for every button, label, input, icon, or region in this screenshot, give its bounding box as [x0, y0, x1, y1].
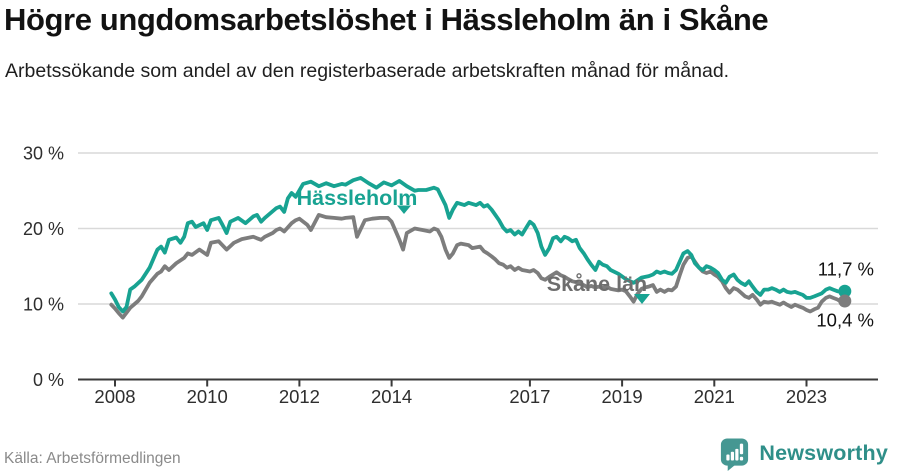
series-label-hassleholm: Hässleholm	[297, 186, 418, 210]
newsworthy-logo: Newsworthy	[718, 436, 888, 471]
series-end-value-label: 10,4 %	[816, 310, 874, 331]
label-pointer-triangle-icon	[397, 205, 411, 214]
x-tick-label: 2019	[602, 386, 643, 407]
y-tick-label: 0 %	[33, 370, 64, 390]
y-tick-label: 30 %	[23, 143, 64, 163]
x-tick-label: 2008	[94, 386, 135, 407]
x-tick-label: 2023	[786, 386, 827, 407]
newsworthy-wordmark: Newsworthy	[759, 441, 888, 465]
newsworthy-logo-icon	[718, 436, 751, 471]
y-tick-label: 10 %	[23, 294, 64, 314]
page-title: Högre ungdomsarbetslöshet i Hässleholm ä…	[4, 2, 769, 37]
series-end-dot	[838, 294, 852, 308]
source-attribution: Källa: Arbetsförmedlingen	[4, 450, 181, 467]
series-end-value-label: 11,7 %	[818, 259, 874, 280]
series-line-hassleholm	[109, 175, 847, 314]
series-end-dot	[838, 284, 852, 298]
y-tick-label: 20 %	[23, 219, 64, 239]
x-tick-label: 2010	[187, 386, 228, 407]
x-tick-label: 2012	[279, 386, 320, 407]
page-subtitle: Arbetssökande som andel av den registerb…	[5, 60, 730, 82]
label-pointer-triangle-icon	[634, 294, 650, 304]
x-tick-label: 2017	[509, 386, 550, 407]
x-tick-label: 2014	[371, 386, 412, 407]
series-label-skane-lan: Skåne län	[547, 272, 647, 296]
series-line-skane-lan	[109, 212, 847, 320]
x-tick-label: 2021	[694, 386, 735, 407]
